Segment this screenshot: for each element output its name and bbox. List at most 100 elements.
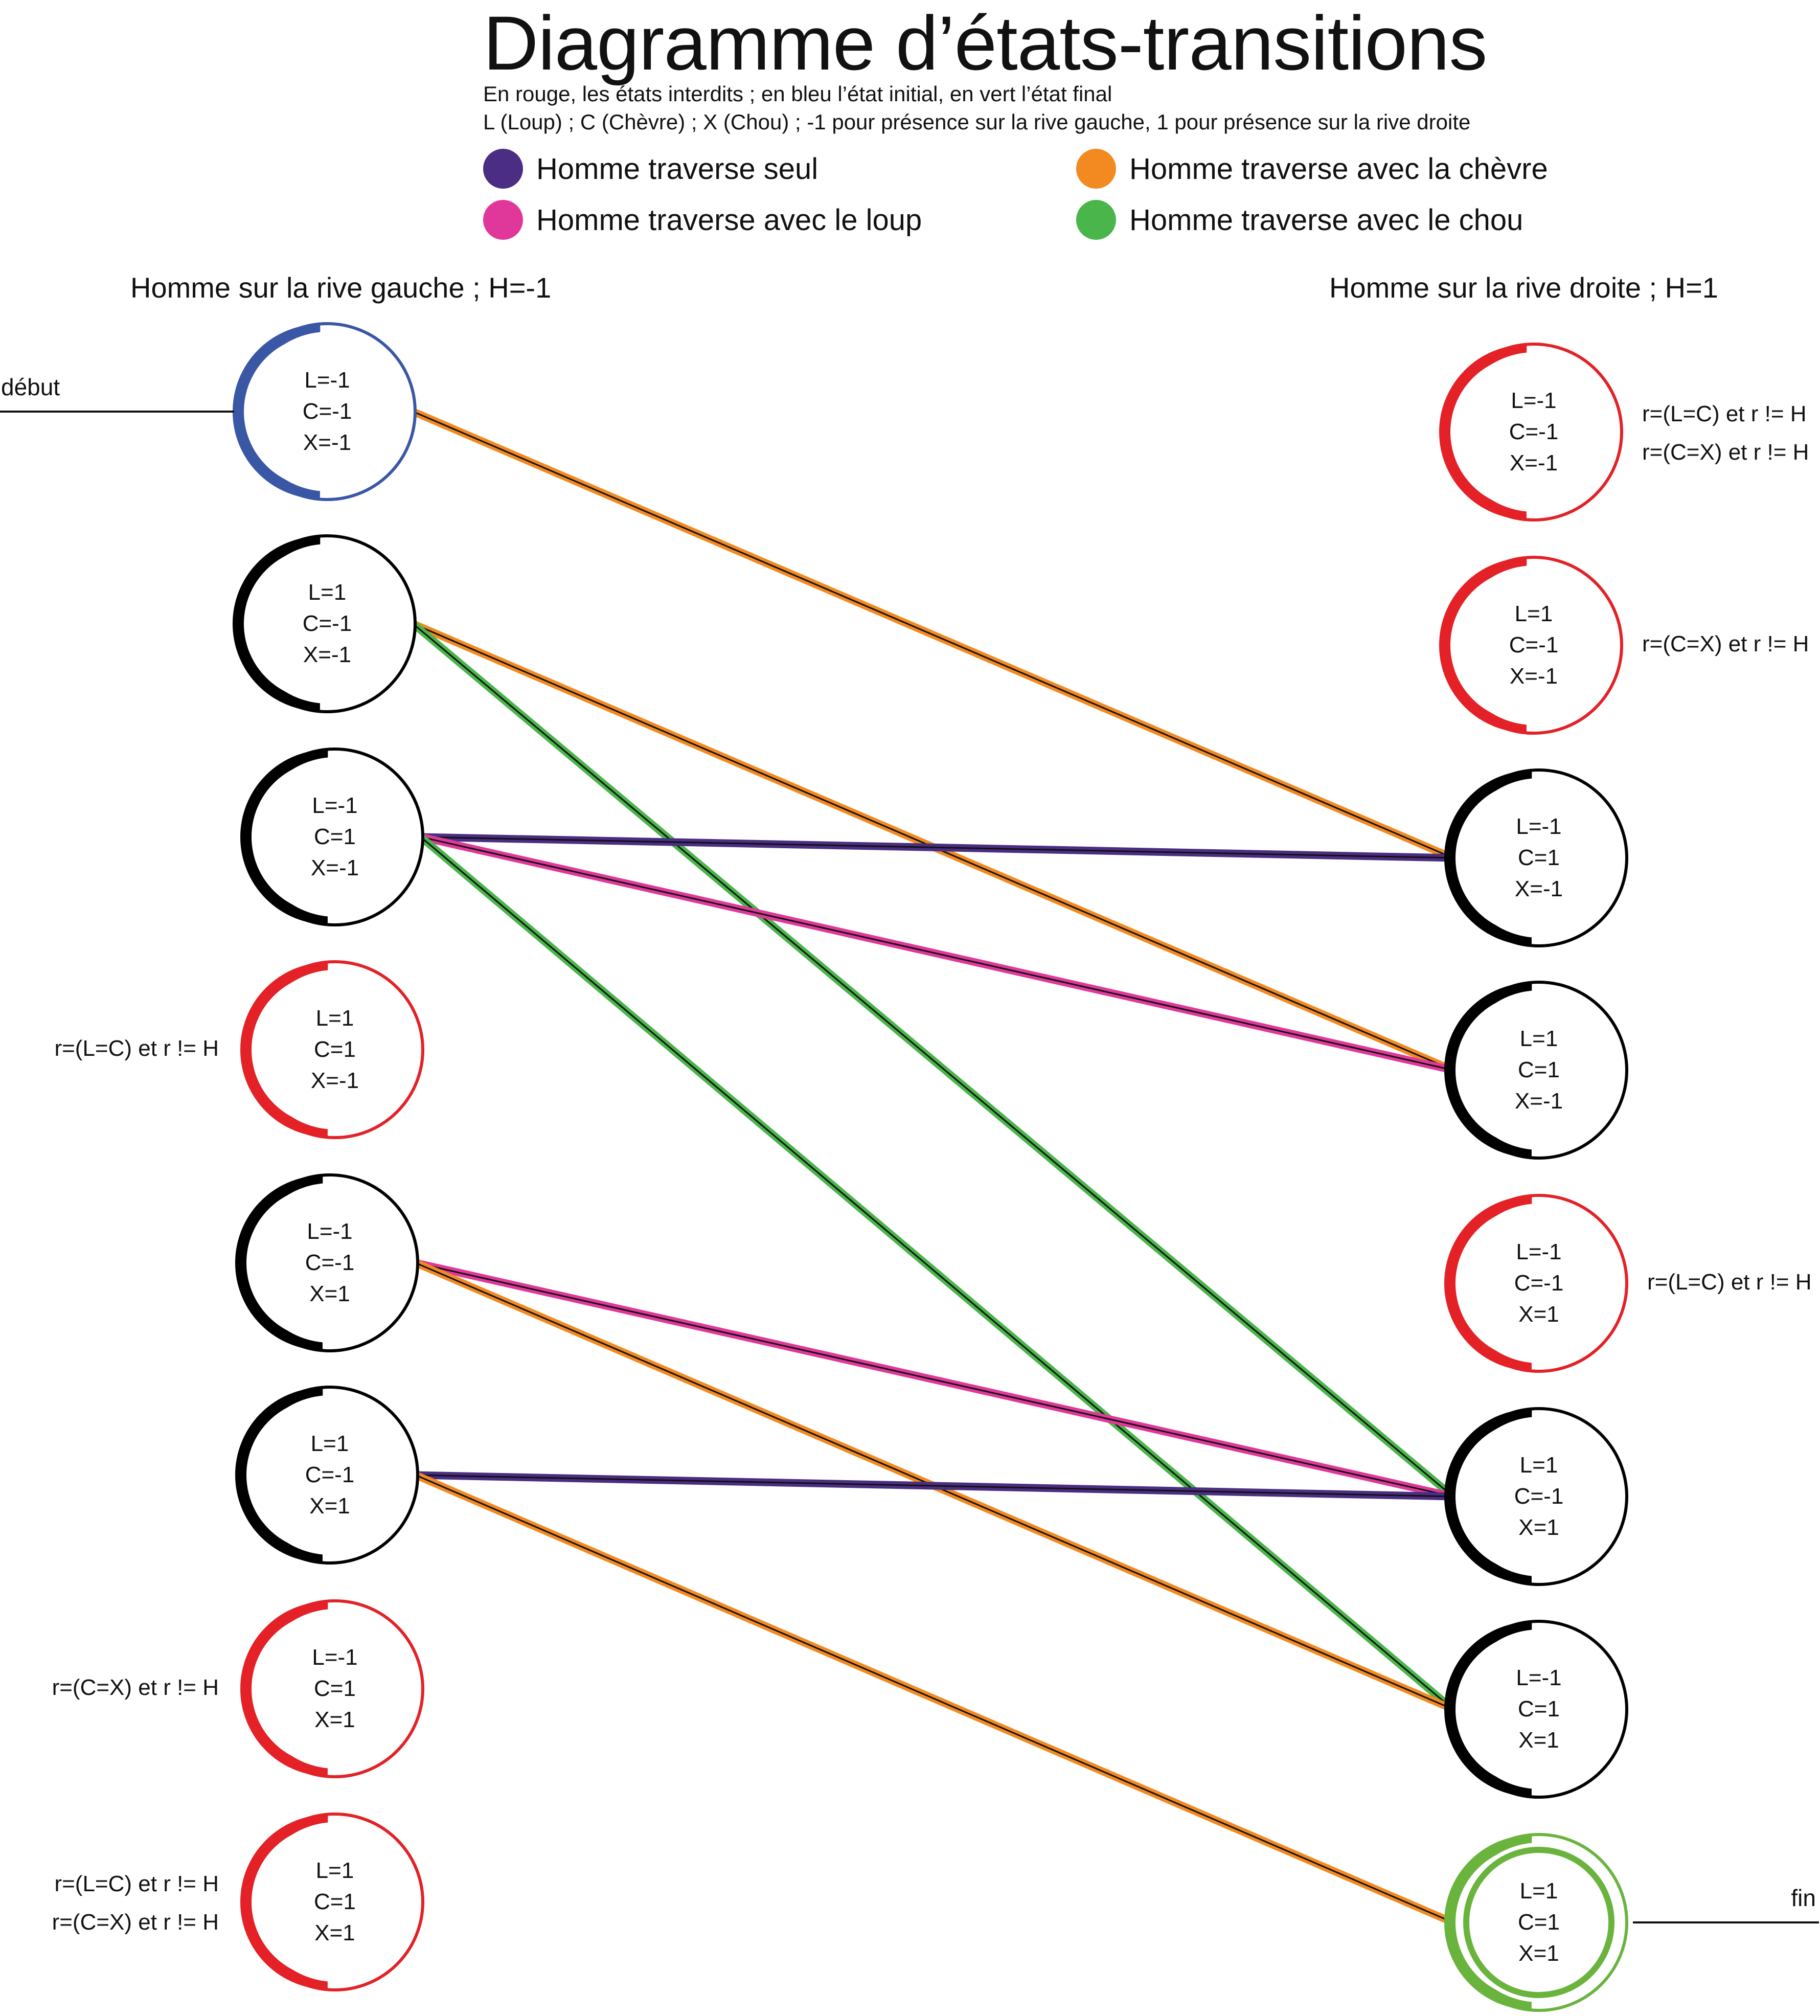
- state-inner: [247, 544, 407, 704]
- state-values-L2: L=-1 C=1 X=-1: [284, 790, 386, 884]
- forbidden-rule-note: r=(L=C) et r != H: [1647, 1270, 1812, 1295]
- state-inner: [255, 1609, 415, 1769]
- state-crescent: [233, 324, 407, 499]
- legend-label-chevre: Homme traverse avec la chèvre: [1129, 152, 1548, 186]
- state-crescent: [240, 750, 415, 924]
- state-value-x: X=-1: [303, 642, 352, 667]
- state-value-l: L=1: [1514, 601, 1553, 626]
- state-value-l: L=1: [308, 580, 347, 605]
- state-values-R0: L=-1 C=-1 X=-1: [1483, 385, 1585, 479]
- state-value-x: X=-1: [303, 430, 352, 455]
- legend-label-chou: Homme traverse avec le chou: [1129, 203, 1523, 237]
- state-crescent: [1439, 558, 1614, 733]
- legend-item-chou: Homme traverse avec le chou: [1076, 199, 1523, 240]
- diagram-title: Diagramme d’états-transitions: [483, 0, 1487, 86]
- state-crescent: [1439, 345, 1614, 519]
- state-value-l: L=1: [1519, 1878, 1558, 1904]
- transition-loup-L2-R3: [417, 833, 1457, 1074]
- end-label: fin: [1791, 1885, 1816, 1911]
- state-node-R1: [1439, 556, 1623, 735]
- state-value-x: X=-1: [1514, 1089, 1563, 1114]
- state-value-l: L=-1: [1516, 1665, 1562, 1690]
- state-inner: [1459, 1204, 1619, 1363]
- state-node-L5: [235, 1386, 419, 1565]
- state-inner: [1459, 1417, 1619, 1576]
- state-value-c: C=-1: [302, 399, 352, 424]
- state-values-L0: L=-1 C=-1 X=-1: [276, 365, 378, 458]
- state-inner: [1459, 1629, 1619, 1789]
- state-values-L6: L=-1 C=1 X=1: [284, 1642, 386, 1735]
- state-node-R6: [1444, 1620, 1628, 1799]
- state-value-l: L=1: [1519, 1453, 1558, 1478]
- state-value-l: L=-1: [312, 793, 358, 818]
- legend-item-chevre: Homme traverse avec la chèvre: [1076, 148, 1548, 189]
- state-value-l: L=1: [315, 1006, 354, 1031]
- state-values-R1: L=1 C=-1 X=-1: [1483, 598, 1585, 692]
- state-inner: [250, 1395, 410, 1555]
- transition-core-line: [415, 1474, 1453, 1923]
- final-state-ring: [1463, 1847, 1614, 1998]
- state-value-c: C=1: [314, 1676, 356, 1701]
- state-value-c: C=-1: [305, 1462, 355, 1487]
- forbidden-rule-note: r=(C=X) et r != H: [1642, 440, 1809, 465]
- state-crescent: [1444, 1835, 1619, 2010]
- state-crescent: [240, 962, 415, 1137]
- state-inner: [1459, 1843, 1619, 2002]
- state-crescent: [235, 1175, 410, 1350]
- state-value-l: L=-1: [1511, 388, 1557, 413]
- state-value-x: X=1: [309, 1281, 350, 1306]
- legend-swatch-seul: [483, 149, 523, 189]
- state-value-c: C=1: [314, 1037, 356, 1062]
- state-inner: [255, 757, 415, 917]
- state-value-c: C=-1: [305, 1250, 355, 1275]
- state-values-L4: L=-1 C=-1 X=1: [279, 1216, 381, 1309]
- state-value-x: X=-1: [1509, 664, 1558, 689]
- state-crescent: [235, 1388, 410, 1562]
- state-values-R7: L=1 C=1 X=1: [1488, 1875, 1590, 1969]
- state-values-R6: L=-1 C=1 X=1: [1488, 1662, 1590, 1756]
- transition-core-line: [413, 623, 1453, 1498]
- transition-core-line: [420, 836, 1453, 859]
- state-node-L1: [233, 534, 417, 713]
- state-value-x: X=1: [1518, 1941, 1559, 1966]
- transition-core-line: [420, 836, 1453, 1710]
- state-values-R4: L=-1 C=-1 X=1: [1488, 1236, 1590, 1330]
- state-value-l: L=1: [315, 1858, 354, 1883]
- state-value-x: X=1: [314, 1920, 355, 1945]
- state-value-l: L=-1: [304, 368, 350, 393]
- state-node-R3: [1444, 981, 1628, 1160]
- state-value-l: L=-1: [307, 1219, 353, 1244]
- state-crescent: [1444, 1409, 1619, 1584]
- state-value-x: X=-1: [1509, 450, 1558, 475]
- state-value-c: C=-1: [1514, 1271, 1564, 1296]
- state-value-l: L=-1: [1516, 1239, 1562, 1264]
- legend-swatch-loup: [483, 200, 523, 240]
- state-value-l: L=-1: [1516, 814, 1562, 839]
- state-value-l: L=1: [310, 1431, 349, 1456]
- left-column-header: Homme sur la rive gauche ; H=-1: [130, 271, 552, 304]
- forbidden-rule-note: r=(L=C) et r != H: [54, 1036, 219, 1061]
- state-values-L1: L=1 C=-1 X=-1: [276, 577, 378, 670]
- state-value-x: X=-1: [1514, 876, 1563, 901]
- state-node-L4: [235, 1173, 419, 1352]
- state-value-l: L=-1: [312, 1645, 358, 1670]
- state-values-R2: L=-1 C=1 X=-1: [1488, 811, 1590, 904]
- legend-label-seul: Homme traverse seul: [536, 152, 818, 186]
- state-value-c: C=1: [1518, 1696, 1560, 1721]
- state-inner: [1459, 990, 1619, 1150]
- state-crescent: [240, 1601, 415, 1776]
- transition-core-line: [420, 836, 1453, 1071]
- state-crescent: [240, 1815, 415, 1989]
- state-inner: [250, 1183, 410, 1343]
- forbidden-rule-note: r=(C=X) et r != H: [52, 1910, 219, 1935]
- state-value-l: L=1: [1519, 1026, 1558, 1051]
- transition-core-line: [413, 411, 1453, 859]
- forbidden-rule-note: r=(C=X) et r != H: [1642, 631, 1809, 656]
- state-value-x: X=-1: [310, 1068, 359, 1093]
- state-crescent: [1444, 771, 1619, 945]
- state-value-c: C=-1: [1509, 632, 1559, 658]
- transition-chou-L1-R5: [409, 620, 1457, 1501]
- state-inner: [1459, 778, 1619, 938]
